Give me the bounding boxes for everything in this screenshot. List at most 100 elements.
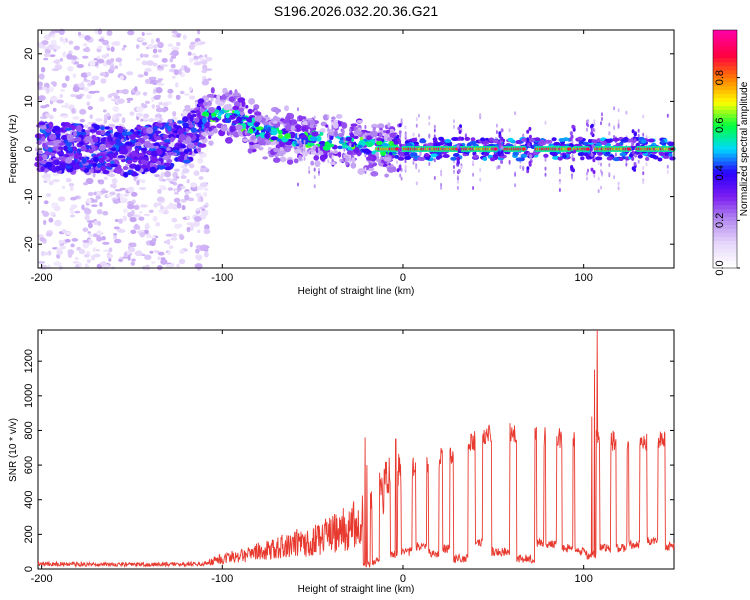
heatmap-cell <box>357 168 365 175</box>
snr-frame <box>37 329 675 570</box>
heatmap-cell <box>399 133 402 138</box>
heatmap-cell <box>116 125 124 133</box>
heatmap-cell <box>258 140 266 146</box>
heatmap-cell <box>500 160 504 164</box>
heatmap-cell <box>387 122 391 128</box>
heatmap-cell <box>126 159 133 165</box>
heatmap-cell <box>251 117 256 124</box>
heatmap-cell <box>154 130 162 134</box>
heatmap-cell <box>41 154 48 160</box>
heatmap-cell <box>87 231 91 234</box>
heatmap-cell <box>110 98 117 102</box>
heatmap-cell <box>197 157 204 164</box>
heatmap-cell <box>202 131 208 137</box>
heatmap-cell <box>203 228 211 235</box>
heatmap-cell <box>279 147 284 151</box>
heatmap-cell <box>184 191 192 194</box>
heatmap-cell <box>262 121 270 126</box>
heatmap-cell <box>205 56 213 62</box>
heatmap-cell <box>329 161 336 166</box>
heatmap-cell <box>593 122 596 127</box>
heatmap-cell <box>669 156 675 161</box>
heatmap-cell <box>70 204 78 209</box>
heatmap-cell <box>464 136 471 141</box>
heatmap-cell <box>381 142 389 147</box>
heatmap-cell <box>343 147 346 152</box>
heatmap-cell <box>398 139 402 144</box>
heatmap-cell <box>433 142 441 147</box>
heatmap-cell <box>96 236 103 242</box>
colorbar-step <box>713 184 737 190</box>
heatmap-cell <box>418 133 420 138</box>
heatmap-cell <box>178 133 186 141</box>
heatmap-cell <box>104 126 111 130</box>
heatmap-cell <box>72 85 80 93</box>
colorbar-step <box>713 200 737 206</box>
heatmap-cell <box>217 112 222 117</box>
heatmap-cell <box>343 157 346 162</box>
heatmap-cell <box>173 197 181 203</box>
heatmap-cell <box>151 96 155 103</box>
colorbar-step <box>713 204 737 210</box>
heatmap-cell <box>469 140 477 145</box>
heatmap-cell <box>152 48 158 54</box>
colorbar-step <box>713 113 737 118</box>
heatmap-cell <box>456 176 459 181</box>
heatmap-cell <box>464 133 467 138</box>
heatmap-cell <box>45 193 52 198</box>
colorbar-tick-label: 0.0 <box>714 260 726 275</box>
heatmap-cell <box>528 134 532 139</box>
colorbar-step <box>713 208 737 214</box>
heatmap-cell <box>180 144 187 149</box>
heatmap-cell <box>331 155 334 159</box>
heatmap-cell <box>119 187 126 191</box>
heatmap-cell <box>497 151 501 156</box>
heatmap-cell <box>500 145 504 150</box>
heatmap-cell <box>184 163 188 167</box>
heatmap-cell <box>498 134 502 139</box>
heatmap-cell <box>106 194 113 198</box>
heatmap-cell <box>262 156 268 160</box>
heatmap-cell <box>353 130 362 136</box>
heatmap-cell <box>558 180 561 185</box>
heatmap-cell <box>80 145 87 152</box>
heatmap-cell <box>149 250 154 254</box>
heatmap-cell <box>577 136 584 141</box>
heatmap-cell <box>343 137 346 142</box>
heatmap-cell <box>122 215 127 222</box>
heatmap-cell <box>327 126 330 131</box>
heatmap-cell <box>119 75 124 81</box>
heatmap-cell <box>93 198 98 203</box>
heatmap-cell <box>232 92 241 97</box>
heatmap-cell <box>41 40 49 46</box>
heatmap-cell <box>187 143 195 149</box>
heatmap-cell <box>176 263 180 269</box>
colorbar-step <box>713 93 737 99</box>
heatmap-cell <box>229 90 233 95</box>
heatmap-cell <box>398 130 402 135</box>
heatmap-cell <box>389 132 397 139</box>
heatmap-cell <box>640 139 647 144</box>
heatmap-cell <box>201 69 208 74</box>
heatmap-cell <box>106 30 113 36</box>
heatmap-cell <box>97 220 101 226</box>
colorbar-step <box>713 85 737 91</box>
heatmap-cell <box>55 248 62 251</box>
heatmap-cell <box>349 154 352 159</box>
heatmap-cell <box>450 156 457 161</box>
heatmap-cell <box>184 194 190 201</box>
colorbar-step <box>713 101 737 106</box>
heatmap-cell <box>71 108 76 114</box>
heatmap-cell <box>415 117 418 122</box>
heatmap-cell <box>605 139 613 143</box>
heatmap-cell <box>515 140 522 145</box>
heatmap-cell <box>43 200 49 205</box>
heatmap-cell <box>114 95 120 99</box>
heatmap-cell <box>94 150 98 153</box>
heatmap-cell <box>432 137 438 142</box>
heatmap-cell <box>163 139 172 143</box>
heatmap-cell <box>458 130 462 134</box>
colorbar-step <box>713 152 737 158</box>
heatmap-cell <box>419 152 422 157</box>
